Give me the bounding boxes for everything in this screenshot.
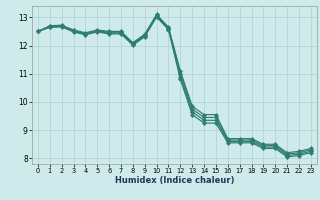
X-axis label: Humidex (Indice chaleur): Humidex (Indice chaleur) bbox=[115, 176, 234, 185]
